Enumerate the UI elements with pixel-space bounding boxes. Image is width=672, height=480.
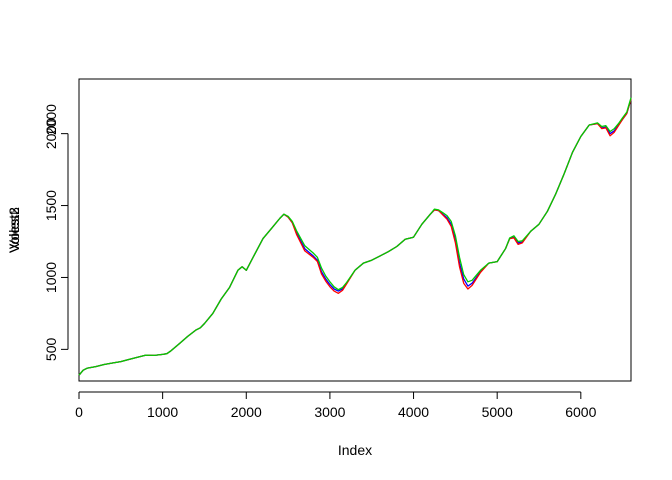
y-tick-label: 1000	[43, 262, 59, 293]
y-tick-label: 1500	[43, 190, 59, 221]
x-tick-label: 3000	[314, 404, 345, 420]
series-line-2	[78, 98, 632, 376]
y-axis-label: Volest3	[6, 207, 22, 253]
plot-frame	[78, 78, 632, 382]
x-tick-label: 6000	[565, 404, 596, 420]
x-tick-label: 0	[75, 404, 83, 420]
x-tick-label: 4000	[398, 404, 429, 420]
series-line-3	[78, 97, 632, 376]
y-tick-label-overlap: 2000	[43, 104, 59, 135]
x-tick-label: 2000	[231, 404, 262, 420]
y-axis-label: Volest2	[6, 207, 22, 253]
y-tick-label: 500	[43, 338, 59, 362]
x-tick-label: 1000	[147, 404, 178, 420]
x-axis-label: Index	[338, 442, 372, 458]
series-layer	[78, 97, 632, 376]
x-tick-label: 5000	[482, 404, 513, 420]
y-axis-label: Volest	[6, 211, 22, 249]
y-tick-label: 2000	[43, 118, 59, 149]
x-axis: 0 1000 2000 3000 4000 5000 6000	[75, 391, 597, 420]
series-line-1	[78, 98, 632, 376]
